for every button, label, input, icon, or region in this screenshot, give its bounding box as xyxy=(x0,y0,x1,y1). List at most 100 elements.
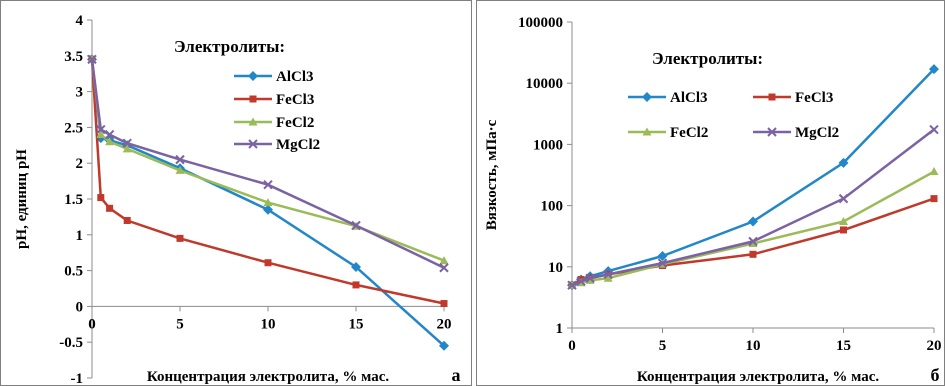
legend-item-fecl2: FeCl2 xyxy=(234,115,314,131)
marker-x-stroke xyxy=(439,263,449,273)
panel-label: б xyxy=(931,365,940,385)
chart-frame xyxy=(476,0,945,386)
marker-x-stroke xyxy=(263,179,273,190)
data-point-fecl3 xyxy=(97,194,105,202)
legend-item-mgcl2: MgCl2 xyxy=(234,137,320,153)
y-axis-title: Вязкость, мПа·с xyxy=(484,119,500,230)
data-point-mgcl2 xyxy=(87,54,97,65)
legend-marker-fecl3 xyxy=(249,95,257,103)
data-point-fecl2 xyxy=(929,167,939,176)
legend-label-fecl3: FeCl3 xyxy=(276,92,314,108)
data-point-alcl3 xyxy=(929,64,939,75)
y-tick-label: 1 xyxy=(556,321,564,337)
marker-x-stroke xyxy=(567,280,577,290)
marker-x-stroke xyxy=(929,124,939,135)
marker-x-stroke xyxy=(104,129,115,140)
y-tick-label: 3.5 xyxy=(64,49,83,65)
data-point-fecl3 xyxy=(123,216,131,224)
legend-label-mgcl2: MgCl2 xyxy=(276,137,320,153)
data-point-fecl2 xyxy=(263,198,273,207)
marker-x-stroke xyxy=(248,139,258,149)
marker-x-stroke xyxy=(122,138,132,148)
y-tick-label: -0.5 xyxy=(59,335,83,351)
x-axis-title: Концентрация электролита, % мас. xyxy=(147,369,390,385)
y-tick-label: 4 xyxy=(76,13,84,29)
data-point-fecl3 xyxy=(264,259,272,267)
ph-chart: -1 -0.5 0 0.5 1 1.5 2 2.5 3 3.5 4 0 5 10 15 20 Концентра… xyxy=(0,0,472,386)
data-point-alcl3 xyxy=(838,157,849,168)
axes: 1 10 100 1000 10000 100000 0 5 10 15 20 xyxy=(518,15,942,354)
axes: -1 -0.5 0 0.5 1 1.5 2 2.5 3 3.5 4 0 5 10 15 20 xyxy=(59,13,451,386)
x-tick-label: 5 xyxy=(659,338,667,354)
legend-item-mgcl2: MgCl2 xyxy=(753,125,839,141)
y-tick-label: 0 xyxy=(76,299,84,315)
marker-x-stroke xyxy=(657,258,668,268)
chart-panel-b: 1 10 100 1000 10000 100000 0 5 10 15 20 Концентраци… xyxy=(476,0,945,386)
y-tick-label: 10 xyxy=(548,260,563,276)
legend-item-fecl3: FeCl3 xyxy=(753,90,833,106)
marker-x-stroke xyxy=(87,54,97,65)
legend-label-alcl3: AlCl3 xyxy=(276,69,314,85)
y-tick-label: 100000 xyxy=(518,15,563,31)
legend-marker-fecl2 xyxy=(642,127,652,136)
series-fecl3 xyxy=(88,55,448,308)
data-point-fecl2 xyxy=(96,130,106,139)
legend-marker-fecl2 xyxy=(248,117,258,126)
data-point-mgcl2 xyxy=(657,258,668,268)
data-point-fecl2 xyxy=(175,165,185,174)
data-point-fecl3 xyxy=(840,226,847,234)
legend-item-alcl3: AlCl3 xyxy=(628,90,708,106)
y-tick-label: 1 xyxy=(76,228,84,244)
data-point-mgcl2 xyxy=(351,220,361,231)
data-point-mgcl2 xyxy=(96,124,106,135)
series-mgcl2 xyxy=(87,54,449,273)
y-tick-label: 1000 xyxy=(533,137,563,153)
data-point-mgcl2 xyxy=(567,280,577,290)
x-tick-label: 20 xyxy=(437,316,452,332)
data-point-alcl3 xyxy=(657,251,668,262)
y-axis-title: рН, единиц рН xyxy=(14,149,30,249)
marker-x-stroke xyxy=(838,193,849,204)
legend-item-alcl3: AlCl3 xyxy=(234,69,314,85)
data-point-fecl3 xyxy=(352,281,360,289)
data-point-fecl3 xyxy=(749,250,757,258)
marker-x-stroke xyxy=(767,127,777,137)
legend-label-fecl2: FeCl2 xyxy=(670,125,708,141)
legend-item-fecl3: FeCl3 xyxy=(234,92,314,108)
legend-marker-mgcl2 xyxy=(248,139,258,149)
x-tick-label: 10 xyxy=(261,316,276,332)
series-mgcl2 xyxy=(567,124,939,290)
y-tick-label: 100 xyxy=(541,199,564,215)
data-point-mgcl2 xyxy=(175,154,185,165)
data-point-fecl2 xyxy=(839,216,848,225)
x-tick-label: 15 xyxy=(349,316,364,332)
marker-x-stroke xyxy=(603,269,613,280)
marker-x-stroke xyxy=(576,276,586,286)
data-point-fecl2 xyxy=(603,273,613,282)
y-tick-label: 2.5 xyxy=(64,120,83,136)
marker-x-stroke xyxy=(748,236,758,247)
legend-title: Электролиты: xyxy=(174,37,285,56)
legend-marker-alcl3 xyxy=(642,92,652,102)
data-point-mgcl2 xyxy=(748,236,758,247)
viscosity-chart: 1 10 100 1000 10000 100000 0 5 10 15 20 Концентраци… xyxy=(476,0,945,386)
y-tick-label: 3 xyxy=(76,85,84,101)
data-point-mgcl2 xyxy=(576,276,586,286)
data-point-fecl2 xyxy=(439,256,449,265)
y-tick-label: 1.5 xyxy=(64,192,83,208)
data-point-alcl3 xyxy=(748,216,758,227)
y-tick-label: 10000 xyxy=(526,76,564,92)
data-point-mgcl2 xyxy=(263,179,273,190)
marker-x-stroke xyxy=(585,273,595,283)
plot-area xyxy=(567,64,939,291)
legend-label-fecl3: FeCl3 xyxy=(795,90,833,106)
legend-item-fecl2: FeCl2 xyxy=(628,125,708,141)
x-tick-label: 5 xyxy=(176,316,184,332)
x-tick-label: 15 xyxy=(836,338,851,354)
legend-title: Электролиты: xyxy=(652,49,763,68)
y-tick-label: 2 xyxy=(76,156,84,172)
marker-x-stroke xyxy=(96,124,106,135)
chart-frame xyxy=(0,0,472,386)
data-point-alcl3 xyxy=(439,340,449,351)
x-tick-label: 20 xyxy=(927,338,942,354)
